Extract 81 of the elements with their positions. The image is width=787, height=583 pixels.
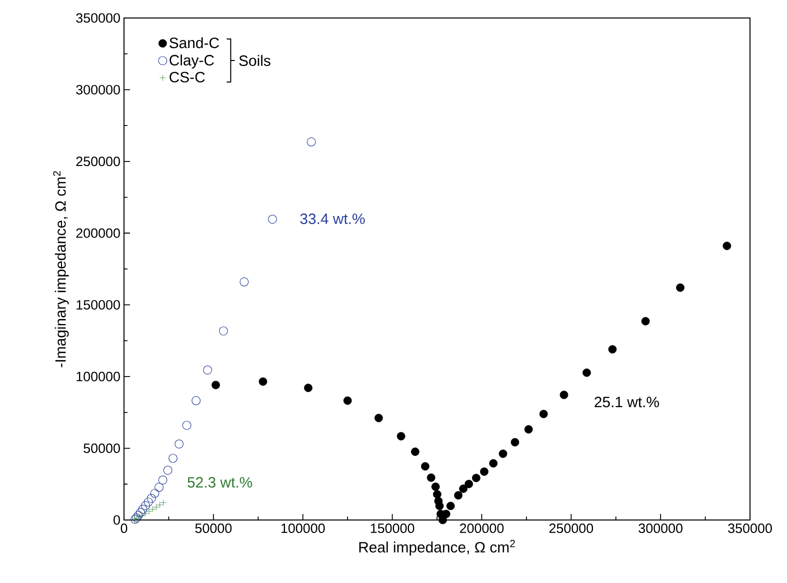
annotation: 33.4 wt.% [300,213,365,224]
x-tick-label: 250000 [549,524,594,534]
x-tick-label: 100000 [281,524,325,534]
point [560,390,568,400]
point [268,214,277,224]
x-tick-label: 50000 [195,524,232,534]
point [150,488,160,498]
y-tick-label: 150000 [76,300,120,310]
y-tick-label: 300000 [76,84,120,94]
y-tick-label: 200000 [76,228,120,238]
point [146,508,152,515]
point [433,490,442,498]
point [192,396,201,406]
point [374,414,383,422]
point [454,491,462,500]
point [539,410,548,418]
point [489,459,498,468]
y-tick-label: 50000 [84,444,120,454]
y-tick-label: 100000 [76,372,120,382]
point [160,499,167,506]
point [212,380,220,390]
legend-title: Soils [239,55,270,66]
point [138,512,146,519]
y-axis-title: -Imaginary impedance, Ω cm$^{2}$ [53,171,69,368]
point [459,484,468,493]
point [306,137,316,146]
point [608,345,617,354]
y-tick-label: 0 [114,515,120,525]
point [144,498,153,507]
point [472,474,480,482]
point [431,482,440,491]
legend-label: CS-C [170,72,205,82]
y-tick-label: 350000 [76,13,120,23]
point [421,462,430,471]
legend-label: Clay-C [170,54,214,68]
point [154,482,164,492]
point [146,494,156,503]
annotation: 25.1 wt.% [594,396,659,408]
x-tick-label: 200000 [460,524,504,534]
point [174,439,184,448]
x-tick-label: 0 [120,524,128,534]
y-tick-label: 250000 [76,156,120,166]
point [641,317,650,326]
point [156,502,163,508]
point [722,242,732,250]
point [435,502,444,510]
point [163,466,172,475]
x-tick-label: 300000 [638,524,682,534]
legend-label: Sand-C [170,37,219,48]
point [142,510,149,517]
point [134,510,143,520]
point [304,384,312,392]
point [158,475,168,484]
point [218,326,228,336]
point [138,504,148,514]
point [498,450,508,458]
point [480,467,488,476]
point [426,473,436,482]
point [446,502,455,510]
point [168,454,178,463]
point [140,501,150,510]
x-axis-title: Real impedance, Ω cm$^{2}$ [359,540,515,556]
annotation: 52.3 wt.% [188,477,252,488]
x-tick-label: 350000 [728,524,772,534]
point [464,480,474,488]
point [396,432,406,440]
point [343,396,352,405]
point [240,277,249,286]
point [676,283,684,292]
point [153,504,160,510]
point [524,425,533,434]
point [136,514,142,520]
point [582,368,591,377]
point [149,506,156,512]
point [411,448,420,456]
point [136,508,145,518]
point [510,438,520,446]
x-tick-label: 150000 [370,524,414,534]
point [182,420,192,430]
point [258,377,268,386]
point [203,365,212,374]
